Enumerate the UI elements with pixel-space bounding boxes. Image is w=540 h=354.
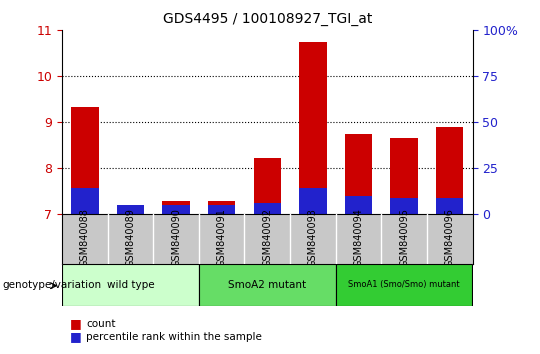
Bar xyxy=(345,196,372,214)
Bar xyxy=(208,201,235,214)
Text: count: count xyxy=(86,319,116,329)
Text: ■: ■ xyxy=(70,331,82,343)
Bar xyxy=(254,203,281,214)
Bar xyxy=(62,264,199,306)
Title: GDS4495 / 100108927_TGI_at: GDS4495 / 100108927_TGI_at xyxy=(163,12,372,26)
Text: GSM840093: GSM840093 xyxy=(308,209,318,267)
Text: GSM840095: GSM840095 xyxy=(399,209,409,268)
Bar xyxy=(208,205,235,214)
Bar xyxy=(254,158,281,214)
Text: GSM840088: GSM840088 xyxy=(80,209,90,267)
Bar xyxy=(199,264,336,306)
Text: percentile rank within the sample: percentile rank within the sample xyxy=(86,332,262,342)
Text: GSM840094: GSM840094 xyxy=(354,209,363,267)
Bar xyxy=(345,133,372,214)
Bar xyxy=(336,264,472,306)
Text: genotype/variation: genotype/variation xyxy=(3,280,102,290)
Bar xyxy=(163,201,190,214)
Bar xyxy=(71,107,99,214)
Bar xyxy=(436,127,463,214)
Bar xyxy=(390,138,418,214)
Bar xyxy=(299,188,327,214)
Text: SmoA2 mutant: SmoA2 mutant xyxy=(228,280,306,290)
Bar xyxy=(117,206,144,214)
Text: GSM840089: GSM840089 xyxy=(125,209,136,267)
Text: ■: ■ xyxy=(70,318,82,330)
Bar xyxy=(436,198,463,214)
Bar xyxy=(163,205,190,214)
Bar xyxy=(117,205,144,214)
Text: GSM840092: GSM840092 xyxy=(262,209,272,268)
Text: GSM840090: GSM840090 xyxy=(171,209,181,267)
Bar xyxy=(299,41,327,214)
Bar xyxy=(71,188,99,214)
Bar xyxy=(390,198,418,214)
Text: GSM840096: GSM840096 xyxy=(445,209,455,267)
Text: SmoA1 (Smo/Smo) mutant: SmoA1 (Smo/Smo) mutant xyxy=(348,280,460,290)
Text: GSM840091: GSM840091 xyxy=(217,209,227,267)
Text: wild type: wild type xyxy=(107,280,154,290)
